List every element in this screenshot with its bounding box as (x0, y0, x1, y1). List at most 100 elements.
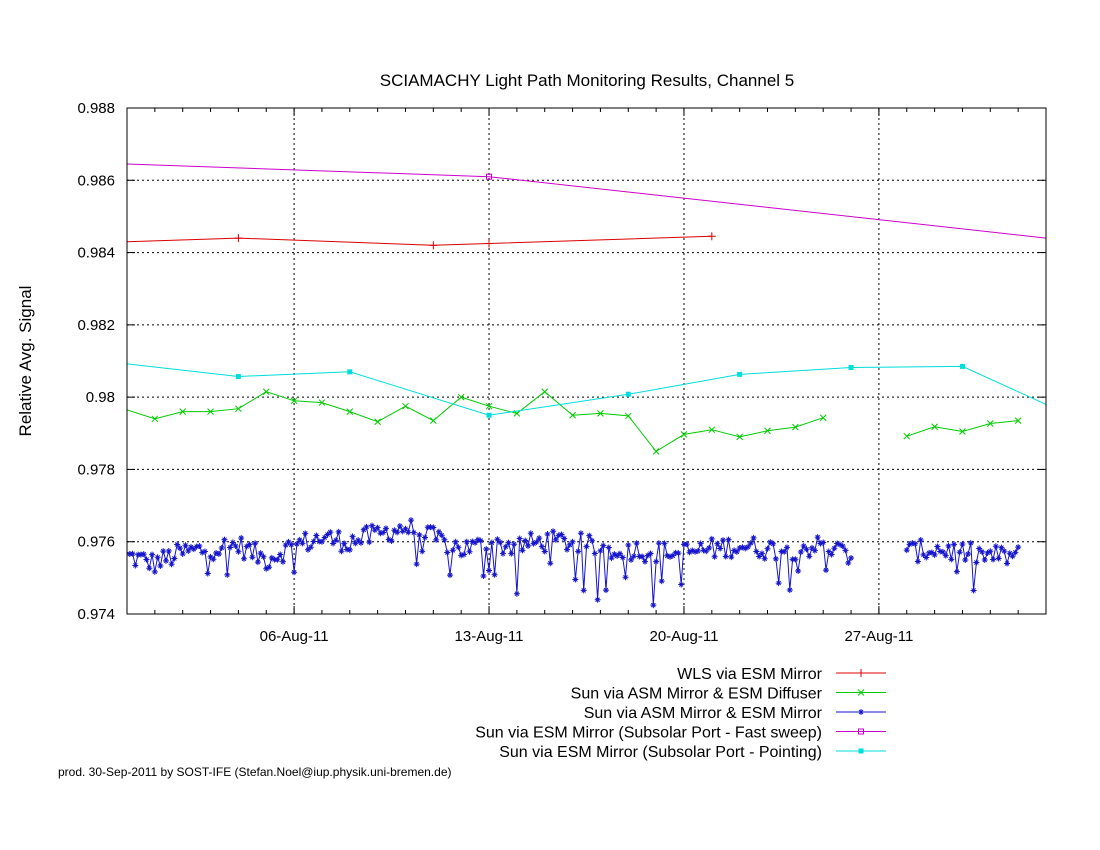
data-point (547, 560, 554, 567)
data-point (388, 538, 395, 545)
data-point (207, 553, 214, 560)
data-point (347, 369, 353, 375)
data-point (193, 543, 200, 550)
data-point (770, 540, 777, 547)
data-point (296, 536, 303, 543)
data-point (290, 397, 298, 405)
data-point (305, 546, 312, 553)
data-point (708, 426, 716, 434)
data-point (747, 540, 754, 547)
data-point (190, 546, 197, 553)
data-point (739, 544, 746, 551)
data-point (680, 431, 688, 438)
data-point (597, 410, 604, 417)
data-point (207, 408, 214, 415)
data-point (706, 545, 713, 552)
y-tick-label: 0.986 (77, 172, 115, 189)
data-point (221, 536, 228, 543)
data-point (505, 539, 512, 546)
data-point (742, 545, 749, 552)
data-point (293, 540, 300, 547)
data-point (767, 539, 774, 546)
legend-entry: Sun via ESM Mirror (Subsolar Port - Fast… (475, 725, 886, 742)
data-point (708, 535, 715, 542)
data-point (625, 542, 632, 549)
data-point (953, 568, 960, 575)
legend-label: WLS via ESM Mirror (677, 666, 823, 683)
data-point (986, 420, 994, 427)
data-point (566, 541, 573, 548)
data-point (246, 541, 253, 548)
data-point (533, 539, 540, 546)
data-point (689, 547, 696, 554)
data-point (784, 544, 791, 551)
data-point (374, 524, 381, 531)
data-point (168, 561, 175, 568)
data-point (458, 552, 465, 559)
y-tick-label: 0.976 (77, 534, 115, 551)
data-point (447, 572, 454, 579)
data-point (444, 549, 451, 556)
data-point (764, 545, 771, 552)
data-point (474, 536, 481, 543)
data-point (842, 547, 849, 554)
data-point (330, 540, 337, 547)
y-tick-label: 0.974 (77, 606, 115, 623)
data-point (828, 551, 835, 558)
data-point (377, 530, 384, 537)
data-point (825, 548, 832, 555)
data-point (235, 374, 241, 380)
data-point (577, 530, 584, 537)
data-point (455, 544, 462, 551)
data-point (906, 541, 913, 548)
data-point (990, 556, 997, 563)
data-point (633, 540, 640, 547)
data-point (622, 574, 629, 581)
data-point (324, 531, 331, 538)
grid-lines (127, 108, 1046, 614)
data-point (525, 542, 532, 549)
data-point (457, 393, 465, 401)
data-point (179, 408, 187, 415)
series-4 (126, 363, 1047, 418)
data-point (435, 528, 442, 535)
legend-entry: Sun via ASM Mirror & ESM Diffuser (571, 686, 886, 703)
data-point (992, 543, 999, 550)
data-point (288, 541, 295, 548)
data-point (385, 536, 392, 543)
data-point (396, 522, 403, 529)
data-point (719, 537, 726, 544)
data-point (480, 572, 487, 579)
y-tick-label: 0.982 (77, 317, 115, 334)
data-point (987, 548, 994, 555)
data-point (268, 554, 275, 561)
data-point (179, 550, 186, 557)
y-tick-label: 0.984 (77, 245, 115, 262)
data-point (494, 536, 501, 543)
data-point (978, 548, 985, 555)
data-point (914, 558, 921, 565)
data-point (931, 551, 938, 558)
data-point (544, 531, 551, 538)
data-point (469, 538, 476, 545)
data-point (965, 550, 972, 557)
data-point (160, 548, 167, 555)
data-point (262, 388, 270, 396)
data-point (934, 543, 941, 550)
legend-label: Sun via ASM Mirror & ESM Mirror (584, 705, 823, 722)
data-point (811, 547, 818, 554)
data-point (675, 550, 682, 557)
data-point (981, 556, 988, 563)
data-point (452, 538, 459, 545)
axes: 0.974 0.976 0.978 0.98 0.982 0.984 0.986 0.988 0… (77, 100, 1046, 645)
data-point (421, 534, 428, 541)
data-point (591, 550, 598, 557)
data-point (667, 553, 674, 560)
data-point (399, 528, 406, 535)
data-point (714, 540, 721, 547)
data-point (639, 553, 646, 560)
legend-entry: Sun via ASM Mirror & ESM Mirror (584, 705, 886, 722)
legend-marker (857, 689, 865, 696)
data-point (555, 532, 562, 539)
